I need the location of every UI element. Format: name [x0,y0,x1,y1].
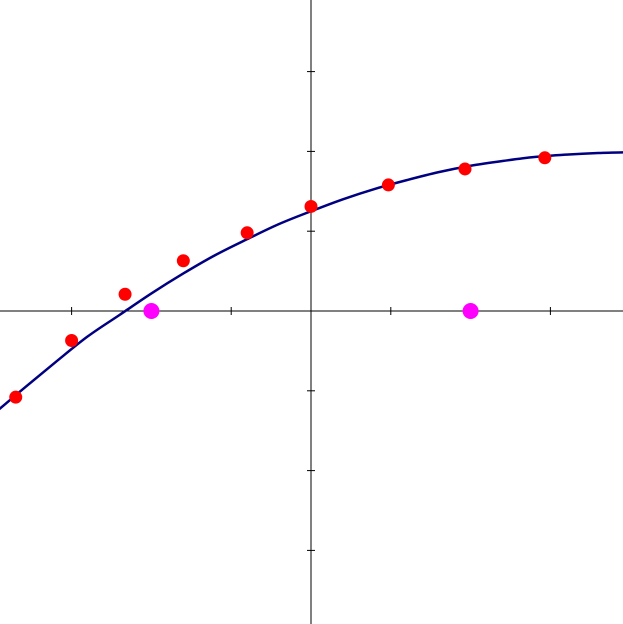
data-point [381,178,395,192]
data-point [176,254,190,268]
axis-ticks [71,71,551,551]
data-point [538,151,552,165]
root-point [143,303,160,319]
data-point [65,334,79,348]
data-point [458,162,472,176]
data-point [9,390,23,404]
root-point [462,303,479,319]
data-point [118,287,132,301]
data-point [304,199,318,213]
data-points [9,151,552,404]
data-point [240,226,254,240]
